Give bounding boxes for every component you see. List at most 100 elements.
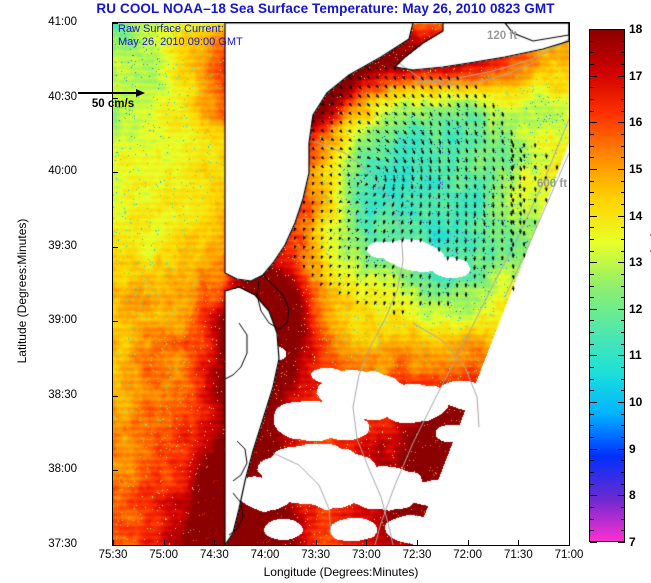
colorbar-tick-mark xyxy=(590,542,597,543)
y-tick-label: 37:30 xyxy=(48,538,77,550)
colorbar-tick-mark xyxy=(590,192,594,193)
colorbar-tick-mark xyxy=(621,367,625,368)
x-tick-label: 74:00 xyxy=(250,549,280,561)
colorbar-tick-mark xyxy=(621,192,625,193)
colorbar-tick-mark xyxy=(590,146,594,147)
colorbar-tick-mark xyxy=(621,274,625,275)
colorbar-tick-mark xyxy=(590,484,594,485)
colorbar-tick-mark xyxy=(590,239,594,240)
colorbar-tick-mark xyxy=(590,111,594,112)
x-tick-mark xyxy=(366,540,367,546)
colorbar-tick-mark xyxy=(621,157,625,158)
colorbar xyxy=(589,29,625,542)
colorbar-tick-mark xyxy=(590,437,594,438)
colorbar-tick-label: 9 xyxy=(629,441,636,456)
colorbar-tick-mark xyxy=(618,449,625,450)
map-plot-area xyxy=(112,22,570,546)
y-tick-label: 38:00 xyxy=(48,463,77,476)
colorbar-tick-mark xyxy=(621,111,625,112)
y-tick-mark xyxy=(112,396,118,397)
colorbar-tick-mark xyxy=(590,64,594,65)
x-tick-label: 72:00 xyxy=(453,549,483,561)
colorbar-tick-mark xyxy=(621,530,625,531)
colorbar-tick-mark xyxy=(590,344,594,345)
colorbar-tick-mark xyxy=(590,425,594,426)
colorbar-tick-mark xyxy=(621,425,625,426)
colorbar-tick-mark xyxy=(621,320,625,321)
depth-contour-label-120ft: 120 ft xyxy=(487,30,518,42)
colorbar-tick-mark xyxy=(590,41,594,42)
y-axis-label: Latitude (Degrees:Minutes) xyxy=(15,218,29,364)
x-tick-mark xyxy=(214,540,215,546)
figure-title: RU COOL NOAA–18 Sea Surface Temperature:… xyxy=(96,1,555,16)
colorbar-tick-mark xyxy=(590,414,594,415)
colorbar-tick-mark xyxy=(590,169,597,170)
colorbar-tick-mark xyxy=(618,122,625,123)
colorbar-tick-mark xyxy=(590,297,594,298)
colorbar-tick-label: 18 xyxy=(629,22,643,36)
x-axis-label: Longitude (Degrees:Minutes) xyxy=(263,565,419,579)
colorbar-tick-mark xyxy=(590,472,594,473)
x-tick-mark xyxy=(164,540,165,546)
colorbar-gradient xyxy=(590,30,624,541)
x-tick-mark xyxy=(569,540,570,546)
colorbar-tick-label: 17 xyxy=(629,68,643,83)
colorbar-tick-mark xyxy=(590,87,594,88)
y-tick-label: 39:00 xyxy=(48,314,77,327)
colorbar-tick-mark xyxy=(618,262,625,263)
vector-scale-key: 50 cm/s xyxy=(78,88,150,110)
y-tick-label: 40:00 xyxy=(48,165,77,178)
y-tick-mark xyxy=(112,98,118,99)
x-tick-mark xyxy=(113,540,114,546)
x-tick-label: 72:30 xyxy=(402,549,432,561)
colorbar-tick-mark xyxy=(618,29,625,30)
colorbar-tick-mark xyxy=(590,530,594,531)
colorbar-tick-mark xyxy=(621,239,625,240)
scale-arrow-label: 50 cm/s xyxy=(91,98,135,110)
x-tick-label: 75:30 xyxy=(98,549,128,561)
colorbar-tick-mark xyxy=(621,437,625,438)
colorbar-tick-mark xyxy=(621,251,625,252)
colorbar-tick-mark xyxy=(590,157,594,158)
colorbar-tick-mark xyxy=(621,519,625,520)
x-tick-label: 73:30 xyxy=(301,549,331,561)
colorbar-tick-label: 13 xyxy=(629,255,643,270)
y-tick-label: 40:30 xyxy=(48,90,77,103)
current-annotation-line1: Raw Surface Current: xyxy=(118,23,224,35)
colorbar-tick-mark xyxy=(621,134,625,135)
colorbar-tick-mark xyxy=(621,146,625,147)
colorbar-tick-mark xyxy=(621,99,625,100)
colorbar-tick-mark xyxy=(590,332,594,333)
x-tick-label: 73:00 xyxy=(351,549,381,561)
colorbar-tick-mark xyxy=(590,495,597,496)
current-annotation: Raw Surface Current: May 26, 2010 09:00 … xyxy=(118,23,243,48)
y-tick-mark xyxy=(112,247,118,248)
colorbar-tick-mark xyxy=(621,484,625,485)
colorbar-tick-mark xyxy=(590,286,594,287)
y-tick-mark xyxy=(112,172,118,173)
x-tick-mark xyxy=(316,540,317,546)
colorbar-tick-mark xyxy=(590,390,594,391)
colorbar-tick-mark xyxy=(621,227,625,228)
y-tick-mark xyxy=(112,470,118,471)
colorbar-tick-mark xyxy=(590,29,597,30)
colorbar-tick-mark xyxy=(590,402,597,403)
colorbar-tick-mark xyxy=(590,227,594,228)
colorbar-tick-label: 15 xyxy=(629,161,643,176)
colorbar-tick-mark xyxy=(590,99,594,100)
colorbar-tick-label: 10 xyxy=(629,395,643,410)
colorbar-tick-mark xyxy=(590,122,597,123)
x-tick-label: 71:00 xyxy=(554,549,584,561)
colorbar-tick-mark xyxy=(618,495,625,496)
colorbar-tick-mark xyxy=(590,519,594,520)
colorbar-tick-mark xyxy=(621,204,625,205)
colorbar-tick-mark xyxy=(590,449,597,450)
x-tick-label: 74:30 xyxy=(199,549,229,561)
depth-contour-label-600ft: 600 ft xyxy=(537,178,568,190)
colorbar-tick-mark xyxy=(590,52,594,53)
colorbar-tick-mark xyxy=(590,216,597,217)
colorbar-tick-mark xyxy=(621,64,625,65)
colorbar-tick-mark xyxy=(590,181,594,182)
colorbar-tick-mark xyxy=(590,274,594,275)
